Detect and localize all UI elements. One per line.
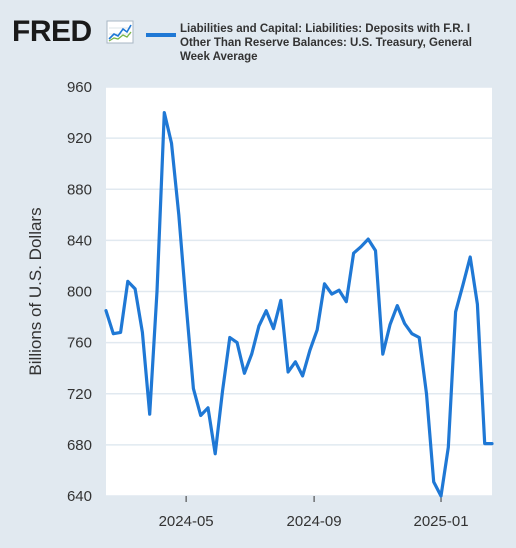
y-axis-title: Billions of U.S. Dollars xyxy=(26,207,45,375)
y-tick-label: 640 xyxy=(67,488,92,505)
y-tick-label: 840 xyxy=(67,232,92,249)
x-tick-label: 2024-05 xyxy=(159,513,214,530)
y-tick-label: 960 xyxy=(67,79,92,96)
legend-swatch xyxy=(146,33,176,37)
y-tick-label: 920 xyxy=(67,130,92,147)
legend-label: Liabilities and Capital: Liabilities: De… xyxy=(180,23,472,63)
y-tick-label: 680 xyxy=(67,437,92,454)
y-tick-label: 760 xyxy=(67,335,92,352)
chart-line-icon xyxy=(106,20,134,44)
y-tick-label: 800 xyxy=(67,284,92,301)
y-tick-label: 880 xyxy=(67,181,92,198)
x-tick-label: 2025-01 xyxy=(413,513,468,530)
fred-logo[interactable]: FRED xyxy=(12,15,92,48)
chart-header: FRED Liabilities and Capital: Liabilitie… xyxy=(0,0,516,76)
series-line xyxy=(104,110,494,498)
x-tick-label: 2024-09 xyxy=(287,513,342,530)
y-tick-label: 720 xyxy=(67,386,92,403)
